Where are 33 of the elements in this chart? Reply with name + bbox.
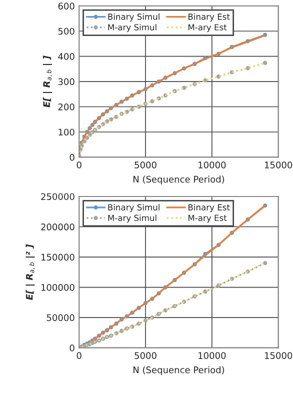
- legend-label: Binary Est: [188, 204, 230, 212]
- x-tick-label: 0: [76, 352, 82, 359]
- legend-label: Binary Simul: [108, 204, 160, 212]
- y-axis-title: E[ | R$_{a,b}$ |² ]: [26, 244, 35, 300]
- legend-label: M-ary Simul: [108, 214, 156, 223]
- x-tick-label: 5000: [134, 352, 156, 359]
- y-tick-label: 500: [58, 28, 74, 35]
- y-tick-label: 100000: [41, 284, 74, 291]
- x-tick-label: 15000: [264, 352, 292, 359]
- y-tick-label: 50000: [46, 314, 74, 322]
- x-tick-label: 10000: [198, 162, 226, 168]
- y-tick-label: 150000: [41, 254, 74, 261]
- x-tick-label: 15000: [264, 162, 292, 168]
- y-axis-title: E[ | R$_{a,b}$ | ]: [42, 56, 52, 108]
- x-tick-label: 5000: [134, 162, 156, 168]
- legend-label: M-ary Est: [188, 214, 227, 223]
- y-tick-label: 600: [58, 2, 74, 10]
- y-tick-label: 400: [58, 53, 74, 60]
- y-tick-label: 0: [70, 344, 74, 352]
- legend-label: M-ary Simul: [108, 24, 156, 32]
- x-tick-label: 10000: [198, 352, 226, 359]
- y-tick-label: 250000: [41, 193, 74, 200]
- x-tick-label: 0: [76, 162, 82, 168]
- y-tick-label: 200000: [41, 223, 74, 230]
- x-axis-title: N (Sequence Period): [134, 176, 224, 184]
- x-axis-title: N (Sequence Period): [134, 366, 224, 375]
- y-tick-label: 200: [58, 103, 74, 110]
- legend-label: Binary Est: [188, 13, 230, 22]
- legend-label: M-ary Est: [188, 24, 227, 32]
- y-tick-label: 300: [58, 78, 74, 86]
- y-tick-label: 0: [70, 154, 74, 161]
- y-tick-label: 100: [58, 128, 74, 136]
- legend-label: Binary Simul: [108, 13, 160, 22]
